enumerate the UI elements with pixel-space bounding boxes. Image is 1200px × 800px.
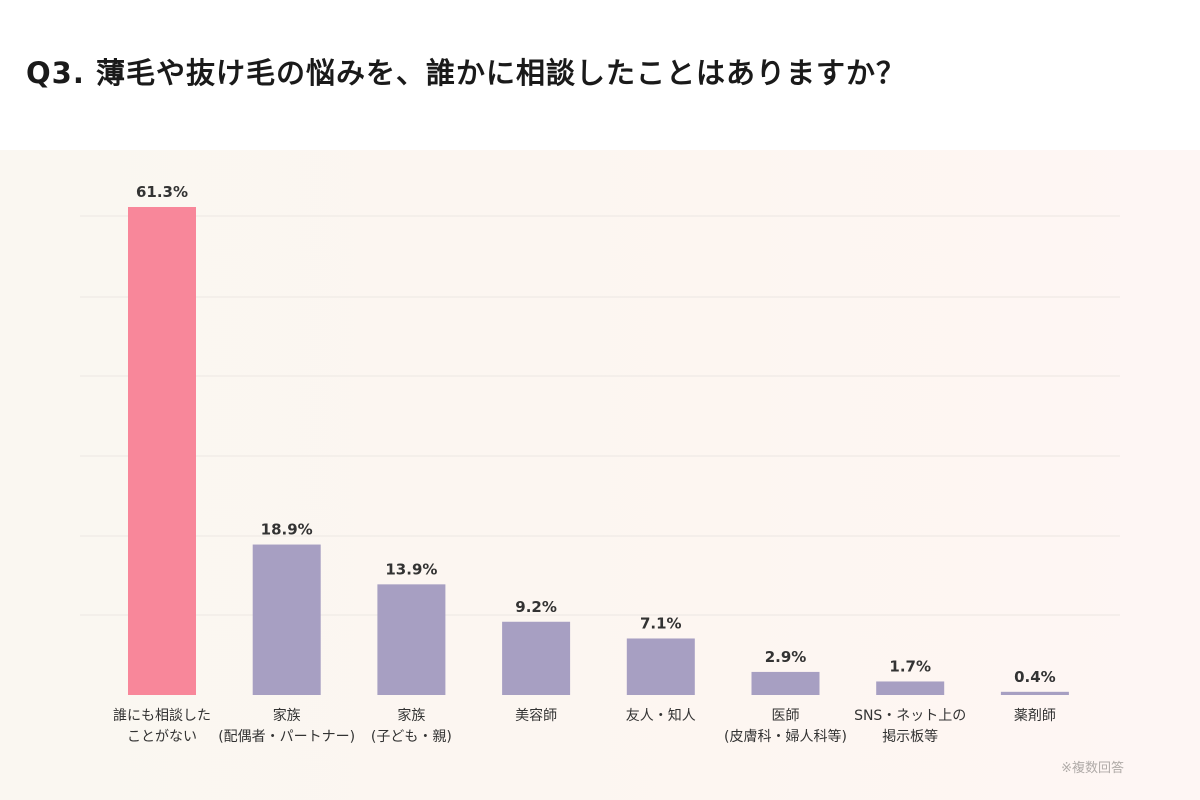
category-label: 家族 (配偶者・パートナー): [218, 707, 355, 745]
bar: [876, 681, 945, 695]
value-label: 13.9%: [385, 560, 437, 578]
bar: [377, 584, 446, 695]
category-label: 家族 (子ども・親): [371, 707, 452, 745]
bar: [1000, 691, 1069, 695]
category-label-line: 薬剤師: [1014, 708, 1056, 724]
bar: [502, 621, 571, 695]
value-label: 18.9%: [261, 521, 313, 539]
bar: [128, 207, 196, 695]
value-label: 9.2%: [515, 598, 557, 616]
category-label-line: (子ども・親): [371, 729, 452, 745]
category-label-line: 美容師: [515, 707, 557, 724]
bar: [626, 638, 695, 695]
category-label-line: ことがない: [127, 729, 197, 745]
category-label-line: (皮膚科・婦人科等): [724, 728, 847, 745]
category-label: 薬剤師: [1014, 708, 1056, 724]
category-label-line: 友人・知人: [626, 707, 696, 724]
category-labels: 誰にも相談したことがない 家族 (配偶者・パートナー) 家族 (子ども・親) 美容師 友人・…: [113, 707, 1056, 745]
bar-chart: 61.3% 18.9% 13.9% 9.2% 7.1% 2.9% 1.7% 0.4% 誰にも相…: [80, 183, 1120, 745]
bar: [252, 544, 321, 695]
value-label: 2.9%: [765, 648, 807, 666]
category-label-line: 掲示板等: [882, 728, 938, 745]
category-label-line: 家族: [397, 707, 425, 724]
page-title: Q3. 薄毛や抜け毛の悩みを、誰かに相談したことはありますか？: [26, 56, 906, 90]
footnote: ※複数回答: [1061, 761, 1124, 776]
category-label-line: SNS・ネット上の: [854, 708, 966, 724]
bar: [751, 671, 820, 695]
value-labels: 61.3% 18.9% 13.9% 9.2% 7.1% 2.9% 1.7% 0.4%: [136, 183, 1056, 686]
category-label: 誰にも相談したことがない: [113, 708, 211, 745]
category-label: 美容師: [515, 707, 557, 724]
category-label-line: 医師: [772, 708, 800, 724]
bars: [128, 207, 1069, 695]
category-label-line: (配偶者・パートナー): [218, 729, 355, 745]
category-label-line: 誰にも相談した: [113, 708, 211, 724]
category-label: SNS・ネット上の掲示板等: [854, 708, 966, 745]
value-label: 0.4%: [1014, 668, 1056, 686]
value-label: 1.7%: [889, 657, 931, 675]
category-label-line: 家族: [273, 707, 301, 724]
category-label: 友人・知人: [626, 707, 696, 724]
category-label: 医師 (皮膚科・婦人科等): [724, 708, 847, 745]
value-label: 61.3%: [136, 183, 188, 201]
chart-panel: 61.3% 18.9% 13.9% 9.2% 7.1% 2.9% 1.7% 0.4% 誰にも相…: [0, 150, 1200, 800]
gridlines: [80, 215, 1120, 616]
value-label: 7.1%: [640, 614, 682, 632]
